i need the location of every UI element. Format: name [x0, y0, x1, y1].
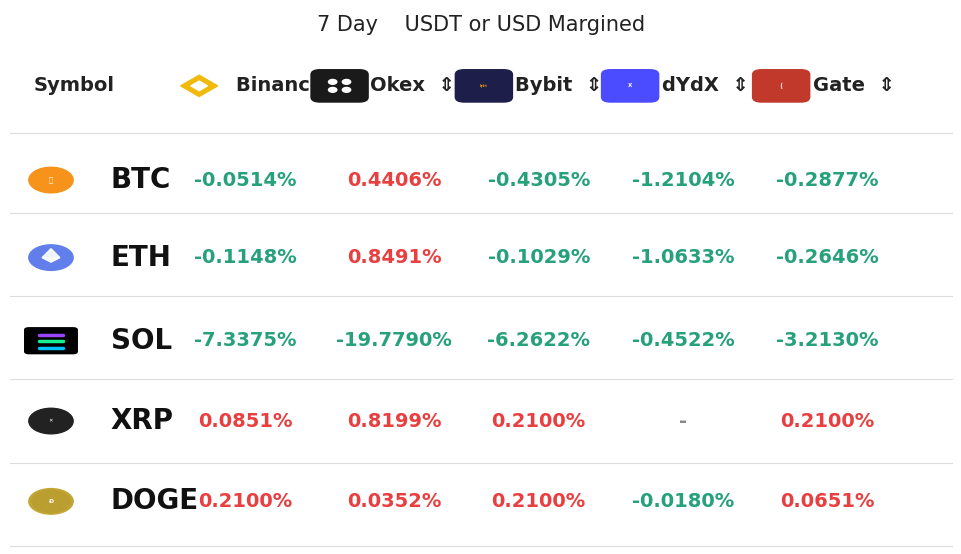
- Text: 0.2100%: 0.2100%: [491, 492, 585, 511]
- Text: Bybit  ⇕: Bybit ⇕: [514, 76, 602, 95]
- FancyBboxPatch shape: [455, 69, 512, 102]
- Text: 0.8491%: 0.8491%: [347, 248, 441, 267]
- Polygon shape: [42, 258, 60, 262]
- Text: 0.0651%: 0.0651%: [779, 492, 874, 511]
- Text: 0.8199%: 0.8199%: [347, 412, 441, 430]
- Circle shape: [342, 88, 351, 93]
- Text: XRP: XRP: [111, 407, 173, 435]
- Text: BTC: BTC: [111, 166, 171, 194]
- FancyBboxPatch shape: [601, 69, 658, 102]
- Text: 0.4406%: 0.4406%: [347, 171, 441, 189]
- Polygon shape: [181, 75, 217, 96]
- FancyBboxPatch shape: [310, 69, 368, 102]
- Circle shape: [342, 79, 351, 84]
- Text: -1.0633%: -1.0633%: [631, 248, 733, 267]
- Circle shape: [29, 489, 73, 514]
- Text: Binance  ⇕: Binance ⇕: [235, 76, 353, 95]
- Circle shape: [29, 167, 73, 193]
- Text: -3.2130%: -3.2130%: [776, 331, 877, 350]
- Text: -1.2104%: -1.2104%: [631, 171, 733, 189]
- Text: 0.2100%: 0.2100%: [198, 492, 292, 511]
- Text: -0.0180%: -0.0180%: [631, 492, 733, 511]
- Text: X: X: [628, 83, 631, 89]
- FancyBboxPatch shape: [24, 327, 78, 355]
- Polygon shape: [190, 81, 208, 91]
- Polygon shape: [42, 249, 60, 262]
- Text: ETH: ETH: [111, 244, 171, 271]
- Text: -6.2622%: -6.2622%: [486, 331, 590, 350]
- Text: ⟨: ⟨: [778, 83, 782, 89]
- Circle shape: [29, 408, 73, 434]
- Text: 0.2100%: 0.2100%: [779, 412, 874, 430]
- Circle shape: [32, 490, 70, 512]
- Text: -0.4522%: -0.4522%: [631, 331, 733, 350]
- Circle shape: [29, 245, 73, 270]
- Text: -0.4305%: -0.4305%: [487, 171, 589, 189]
- Text: SOL: SOL: [111, 327, 172, 355]
- Text: 7 Day    USDT or USD Margined: 7 Day USDT or USD Margined: [316, 15, 645, 35]
- Text: -0.0514%: -0.0514%: [194, 171, 296, 189]
- Text: Okex  ⇕: Okex ⇕: [370, 76, 455, 95]
- Text: 0.0352%: 0.0352%: [347, 492, 441, 511]
- FancyBboxPatch shape: [752, 69, 809, 102]
- Text: bybit: bybit: [480, 84, 487, 88]
- Text: ₿: ₿: [49, 177, 53, 183]
- Text: DOGE: DOGE: [111, 488, 199, 515]
- Text: -0.2877%: -0.2877%: [776, 171, 877, 189]
- Circle shape: [328, 79, 336, 84]
- Text: 0.0851%: 0.0851%: [198, 412, 292, 430]
- Text: -0.1148%: -0.1148%: [194, 248, 296, 267]
- Text: -7.3375%: -7.3375%: [194, 331, 296, 350]
- Text: -: -: [678, 412, 686, 430]
- Text: Ð: Ð: [48, 499, 54, 504]
- Text: 0.2100%: 0.2100%: [491, 412, 585, 430]
- Text: -0.1029%: -0.1029%: [487, 248, 589, 267]
- Text: dYdX  ⇕: dYdX ⇕: [661, 76, 748, 95]
- Text: Gate  ⇕: Gate ⇕: [812, 76, 894, 95]
- Text: Symbol: Symbol: [34, 76, 114, 95]
- Text: -19.7790%: -19.7790%: [336, 331, 452, 350]
- Text: -0.2646%: -0.2646%: [776, 248, 877, 267]
- Circle shape: [328, 88, 336, 93]
- Text: ✕: ✕: [49, 417, 53, 423]
